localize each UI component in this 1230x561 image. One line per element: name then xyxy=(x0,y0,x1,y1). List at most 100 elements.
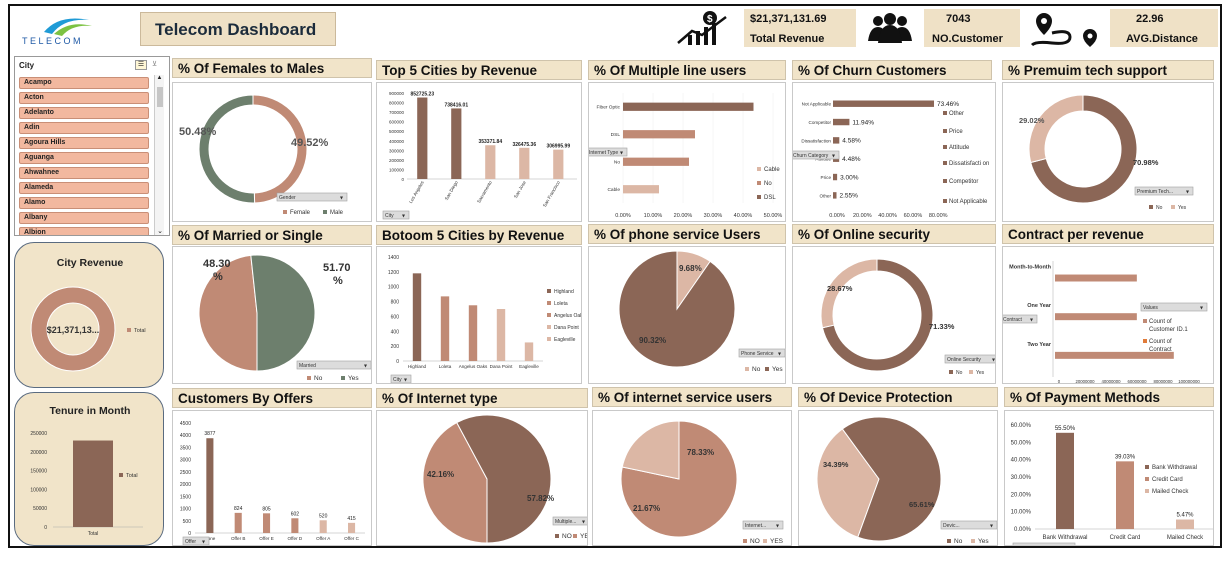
filter-button[interactable] xyxy=(1140,302,1208,312)
y-tick-label: 150000 xyxy=(30,469,47,475)
bar xyxy=(468,305,478,361)
y-tick-label: 0 xyxy=(44,525,47,531)
filter-button[interactable] xyxy=(296,360,371,370)
multi-select-icon[interactable]: ☰ xyxy=(135,60,147,70)
filter-label: Offer xyxy=(185,539,196,545)
data-label: 738416.01 xyxy=(444,102,468,108)
tenure-chart: 250000 200000 150000 100000 50000 0 Total Total xyxy=(30,431,143,537)
filter-button[interactable] xyxy=(944,354,996,364)
data-label: 29.02% xyxy=(1019,116,1045,125)
legend-swatch xyxy=(547,325,551,329)
offers-title: Customers By Offers xyxy=(172,388,372,408)
filter-button[interactable] xyxy=(1134,186,1194,196)
y-tick-label: 800 xyxy=(391,300,400,306)
city-slicer[interactable]: City ☰ ⊻ Acampo Acton Adelanto Adin Agoura H… xyxy=(14,56,170,236)
dropdown-arrow-icon: ▾ xyxy=(1068,546,1071,547)
y-tick-label: 500 xyxy=(183,519,192,525)
svg-text:$: $ xyxy=(707,14,713,25)
scrollbar[interactable]: ▲ ⌄ xyxy=(154,75,164,235)
x-tick-label: 0.00% xyxy=(615,213,631,219)
slicer-item[interactable]: Agoura Hills xyxy=(19,137,149,149)
filter-button[interactable] xyxy=(742,520,784,530)
top5-title: Top 5 Cities by Revenue xyxy=(376,60,582,80)
tenure-card: Tenure in Month 250000 200000 150000 100000… xyxy=(14,392,164,546)
dropdown-arrow-icon: ▾ xyxy=(364,364,367,370)
clear-filter-icon[interactable]: ⊻ xyxy=(152,61,158,68)
filter-button[interactable] xyxy=(382,210,410,220)
filter-button[interactable] xyxy=(738,348,785,358)
legend-swatch xyxy=(127,328,131,332)
legend-swatch xyxy=(1171,205,1175,209)
y-tick-label: 200000 xyxy=(30,450,47,456)
legend-swatch xyxy=(763,539,767,543)
married-title: % Of Married or Single xyxy=(172,225,372,245)
filter-label: Payment Method xyxy=(1015,545,1053,546)
filter-button[interactable] xyxy=(1003,314,1038,324)
legend-label: Competitor xyxy=(949,179,978,185)
legend-label: No xyxy=(954,538,963,545)
legend-label: Total xyxy=(126,473,138,479)
bar xyxy=(206,438,214,533)
bar xyxy=(263,513,271,533)
filter-label: Churn Category xyxy=(793,153,829,159)
x-tick-label: Credit Card xyxy=(1110,535,1141,541)
legend-label: Mailed Check xyxy=(1152,489,1189,495)
y-tick-label: 20.00% xyxy=(1011,492,1032,498)
kpi-customers: 7043 NO.Customer xyxy=(924,9,1020,47)
slicer-item[interactable]: Adelanto xyxy=(19,107,149,119)
dropdown-arrow-icon: ▾ xyxy=(1200,306,1203,312)
page-title: Telecom Dashboard xyxy=(140,12,336,46)
females-title: % Of Females to Males xyxy=(172,58,372,78)
legend-swatch xyxy=(1143,339,1147,343)
filter-button[interactable] xyxy=(1012,542,1076,546)
data-label: 852725.23 xyxy=(410,92,434,98)
legend-label: Dana Point xyxy=(554,325,579,331)
data-label: 520 xyxy=(319,513,328,519)
slicer-item[interactable]: Acton xyxy=(19,92,149,104)
legend-label: Count of xyxy=(1149,319,1172,325)
slicer-item[interactable]: Albion xyxy=(19,227,149,235)
y-tick-label: 250000 xyxy=(30,431,47,437)
legend-swatch xyxy=(943,111,947,115)
internet-service-panel: 78.33% 21.67% Internet... ▾ NO YES xyxy=(592,410,792,546)
bar xyxy=(553,149,564,179)
dropdown-arrow-icon: ▾ xyxy=(404,378,407,384)
legend-swatch xyxy=(555,534,559,538)
y-tick-label: 50000 xyxy=(33,506,47,512)
data-label: 602 xyxy=(291,511,300,517)
filter-label: City xyxy=(385,213,394,219)
legend-label: Female xyxy=(290,210,311,216)
legend-swatch xyxy=(283,210,287,214)
filter-button[interactable] xyxy=(940,520,997,530)
filter-button[interactable] xyxy=(552,516,588,526)
slicer-item[interactable]: Albany xyxy=(19,212,149,224)
legend-label: Yes xyxy=(348,375,359,382)
slicer-item[interactable]: Alameda xyxy=(19,182,149,194)
filter-button[interactable] xyxy=(276,192,348,202)
x-tick-label: 40000000 xyxy=(1101,379,1121,384)
bar xyxy=(1056,432,1074,529)
dropdown-arrow-icon: ▾ xyxy=(620,151,623,157)
slicer-item[interactable]: Aguanga xyxy=(19,152,149,164)
filter-button[interactable] xyxy=(793,150,840,160)
slicer-item[interactable]: Adin xyxy=(19,122,149,134)
y-tick-label: 600 xyxy=(391,314,400,320)
filter-button[interactable] xyxy=(182,536,210,545)
legend-label: Price xyxy=(949,129,963,135)
data-label: % xyxy=(333,275,343,287)
legend-label: NO xyxy=(562,533,572,540)
y-tick-label: Not Applicable xyxy=(802,102,832,107)
legend-label: Not Applicable xyxy=(949,199,988,205)
slicer-item[interactable]: Acampo xyxy=(19,77,149,89)
slicer-item[interactable]: Ahwahnee xyxy=(19,167,149,179)
y-tick-label: 1200 xyxy=(388,270,399,276)
legend-swatch xyxy=(547,289,551,293)
slicer-item[interactable]: Alamo xyxy=(19,197,149,209)
y-tick-label: 40.00% xyxy=(1011,458,1032,464)
bottom5-panel: 1400 1200 1000 800 600 400 200 0 Highland Loleta A… xyxy=(376,246,582,384)
filter-button[interactable] xyxy=(589,147,628,157)
legend-label: Bank Withdrawal xyxy=(1152,465,1197,471)
bar xyxy=(451,108,462,179)
filter-button[interactable] xyxy=(390,374,412,383)
y-tick-label: 400 xyxy=(391,329,400,335)
